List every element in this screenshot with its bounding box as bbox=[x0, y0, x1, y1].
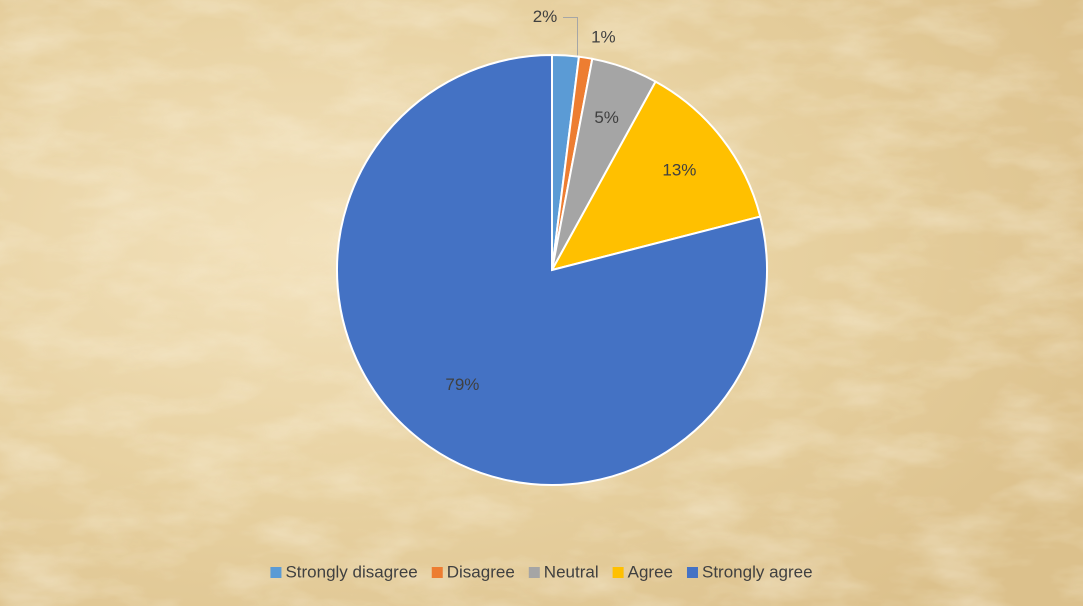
legend-swatch bbox=[686, 567, 698, 578]
legend-swatch bbox=[431, 567, 443, 578]
legend-swatch bbox=[528, 567, 540, 578]
data-label: 2% bbox=[533, 7, 558, 26]
pie-slice bbox=[550, 80, 762, 272]
data-label: 5% bbox=[594, 108, 619, 127]
pie-slice bbox=[336, 53, 768, 486]
legend: Strongly disagree Disagree Neutral Agree Str… bbox=[270, 562, 813, 581]
leader-line bbox=[563, 16, 578, 56]
legend-label: Neutral bbox=[544, 562, 599, 581]
legend-label: Agree bbox=[628, 562, 673, 581]
pie: 2% 1% 5% 13% 79% bbox=[336, 7, 768, 486]
legend-label: Disagree bbox=[447, 562, 515, 581]
legend-swatch bbox=[612, 567, 624, 578]
legend-swatch bbox=[270, 567, 282, 578]
legend-label: Strongly disagree bbox=[285, 562, 417, 581]
legend-label: Strongly agree bbox=[702, 562, 813, 581]
data-label: 79% bbox=[445, 375, 479, 394]
data-label: 1% bbox=[591, 27, 616, 46]
data-label: 13% bbox=[662, 161, 696, 180]
